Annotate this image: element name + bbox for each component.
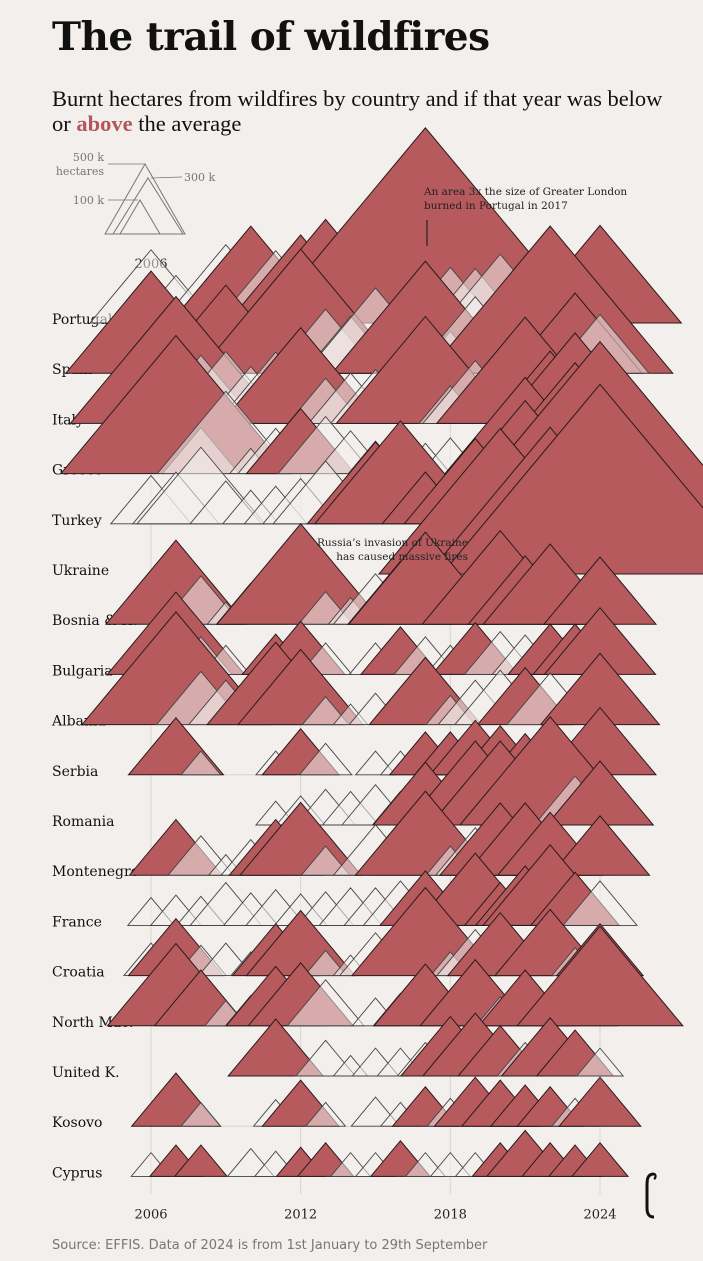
country-label: Croatia: [52, 965, 105, 981]
country-label: Cyprus: [52, 1165, 102, 1181]
fire-triangle-2024-below: [575, 1047, 625, 1077]
subtitle-text-1: Burnt hectares from wildfires by country…: [52, 86, 663, 136]
size-legend: 500 k hectares 300 k 100 k: [56, 151, 215, 235]
source-note: Source: EFFIS. Data of 2024 is from 1st …: [52, 1238, 488, 1253]
country-row: North Mac.: [52, 925, 684, 1031]
x-tick-label-bottom-2018: 2018: [434, 1207, 467, 1222]
country-row: Cyprus: [52, 1129, 630, 1181]
country-row: Montenegro: [52, 790, 651, 880]
fire-triangle-2013-below: [301, 696, 350, 726]
portugal-annotation-line1: An area 3x the size of Greater London: [423, 186, 627, 198]
country-row: Albania: [51, 611, 661, 730]
fire-triangle-2024-above: [570, 1142, 630, 1177]
annotations: An area 3x the size of Greater London bu…: [317, 186, 627, 563]
fire-triangle-2013-below: [304, 1101, 347, 1127]
country-row: Croatia: [52, 886, 645, 981]
subtitle: Burnt hectares from wildfires by country…: [52, 86, 672, 136]
country-label: France: [52, 914, 102, 930]
subtitle-highlight-above: above: [76, 111, 133, 136]
fire-triangle-2008-below: [180, 750, 222, 776]
fire-triangle-2013-below: [303, 949, 348, 977]
portugal-annotation-line2: burned in Portugal in 2017: [424, 200, 568, 212]
country-row: United K.: [52, 1012, 625, 1081]
country-label: Serbia: [52, 764, 98, 780]
country-label: Bulgaria: [52, 663, 113, 679]
fire-triangle-2024-above: [549, 815, 651, 876]
country-label: Kosovo: [52, 1115, 102, 1131]
country-row: France: [52, 844, 639, 930]
fire-triangle-2011-above: [227, 1018, 325, 1077]
fire-triangle-2013-below: [300, 845, 351, 876]
x-tick-label-bottom-2006: 2006: [134, 1207, 167, 1222]
x-tick-label-bottom-2024: 2024: [583, 1207, 616, 1222]
country-label: Turkey: [52, 513, 102, 529]
legend-label-500k: 500 k: [73, 151, 104, 164]
country-label: United K.: [52, 1065, 120, 1081]
country-label: Montenegro: [52, 864, 139, 880]
ukraine-annotation-line2: has caused massive fires: [336, 551, 468, 563]
fire-triangle-2024-above: [558, 1076, 642, 1127]
fire-triangle-2013-below: [298, 742, 353, 776]
fire-triangle-2024-above: [516, 925, 684, 1027]
x-tick-label-bottom-2012: 2012: [284, 1207, 317, 1222]
subtitle-text-2: the average: [132, 111, 242, 136]
legend-label-hectares: hectares: [56, 165, 105, 178]
country-row: Kosovo: [52, 1072, 642, 1131]
country-label: Romania: [52, 814, 114, 830]
country-rows: PortugalSpainItalyGreeceTurkeyUkraineBos…: [51, 127, 703, 1181]
fire-triangle-2013-below: [286, 979, 365, 1027]
legend-label-300k: 300 k: [184, 171, 215, 184]
legend-label-100k: 100 k: [73, 194, 104, 207]
publisher-logo-icon: [645, 1172, 657, 1219]
page-title: The trail of wildfires: [52, 14, 490, 60]
ukraine-annotation-line1: Russia’s invasion of Ukraine: [317, 537, 468, 549]
fire-triangle-2008-above: [173, 1144, 229, 1177]
fire-triangle-2008-below: [180, 1101, 222, 1127]
country-label: Ukraine: [52, 563, 109, 579]
